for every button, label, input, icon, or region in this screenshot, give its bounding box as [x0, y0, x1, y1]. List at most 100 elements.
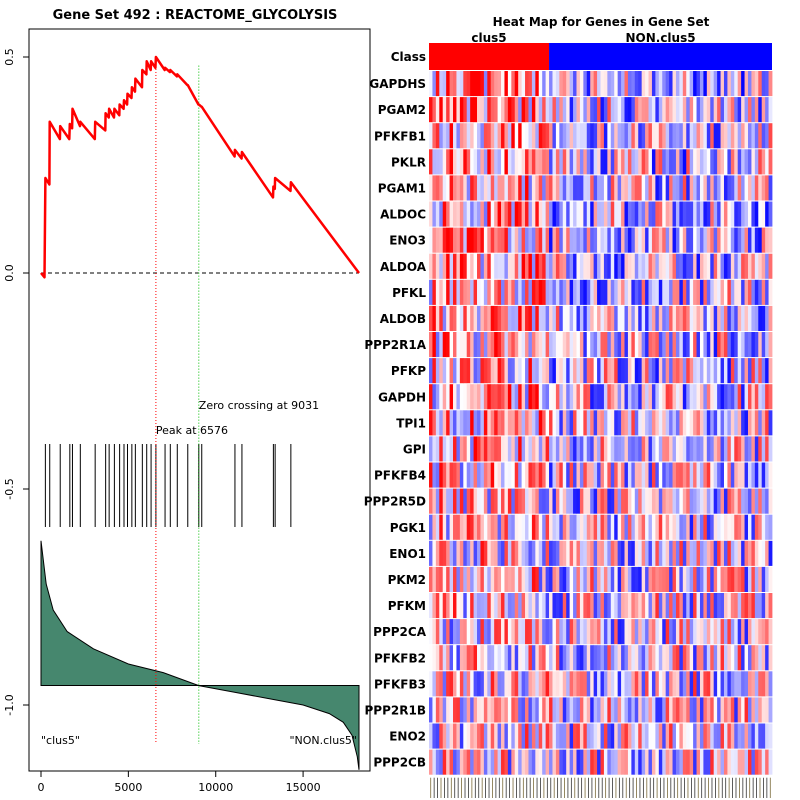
heatmap-cell	[442, 749, 447, 775]
heatmap-cell	[597, 593, 601, 619]
heatmap-cell	[497, 410, 502, 436]
heatmap-cell	[675, 279, 680, 305]
heatmap-cell	[538, 201, 543, 227]
heatmap-cell	[741, 305, 745, 331]
heatmap-cell	[545, 123, 550, 149]
heatmap-cell	[627, 593, 632, 619]
gene-label-ppp2r1b: PPP2R1B	[365, 704, 426, 718]
heatmap-cell	[761, 332, 766, 358]
heatmap-cell	[463, 97, 468, 123]
heatmap-cell	[576, 97, 581, 123]
heatmap-cell	[538, 332, 543, 358]
heatmap-cell	[562, 540, 567, 566]
heatmap-cell	[665, 593, 670, 619]
heatmap-cell	[429, 149, 433, 175]
heatmap-cell	[747, 410, 752, 436]
heatmap-cell	[487, 227, 492, 253]
heatmap-cell	[542, 488, 547, 514]
heatmap-cell	[597, 723, 601, 749]
heatmap-cell	[610, 514, 615, 540]
heatmap-cell	[734, 462, 739, 488]
heatmap-cell	[453, 671, 457, 697]
heatmap-cell	[734, 488, 739, 514]
heatmap-cell	[614, 488, 619, 514]
heatmap-cell	[483, 123, 488, 149]
ranked-metric-area	[40, 540, 360, 770]
heatmap-cell	[723, 71, 728, 97]
heatmap-cell	[617, 279, 622, 305]
heatmap-cell	[603, 488, 608, 514]
heatmap-cell	[566, 645, 571, 671]
heatmap-cell	[747, 593, 752, 619]
heatmap-cell	[573, 384, 577, 410]
heatmap-cell	[497, 358, 502, 384]
heatmap-cell	[638, 593, 643, 619]
heatmap-cell	[645, 697, 649, 723]
heatmap-cell	[693, 175, 697, 201]
heatmap-cell	[607, 697, 612, 723]
heatmap-cell	[614, 410, 619, 436]
heatmap-cell	[501, 645, 505, 671]
heatmap-cell	[761, 227, 766, 253]
heatmap-cell	[525, 645, 529, 671]
heatmap-cell	[645, 175, 649, 201]
heatmap-cell	[651, 201, 656, 227]
heatmap-cell	[477, 488, 481, 514]
heatmap-cell	[583, 358, 588, 384]
heatmap-cell	[751, 175, 756, 201]
ranked-metric-fill	[40, 540, 360, 770]
heatmap-cell	[634, 410, 639, 436]
heatmap-cell	[648, 253, 653, 279]
heatmap-cell	[723, 227, 728, 253]
heatmap-cell	[665, 619, 670, 645]
heatmap-cell	[765, 227, 769, 253]
heatmap-cell	[514, 488, 519, 514]
heatmap-cell	[559, 436, 564, 462]
heatmap-cell	[504, 201, 509, 227]
heatmap-cell	[483, 175, 488, 201]
heatmap-cell	[607, 201, 612, 227]
heatmap-cell	[679, 71, 684, 97]
heatmap-cell	[648, 697, 653, 723]
heatmap-cell	[583, 488, 588, 514]
heatmap-cell	[494, 71, 498, 97]
heatmap-cell	[466, 384, 471, 410]
heatmap-cell	[614, 384, 619, 410]
heatmap-cell	[435, 514, 440, 540]
heatmap-cell	[483, 227, 488, 253]
heatmap-cell	[631, 619, 636, 645]
heatmap-cell	[559, 305, 564, 331]
heatmap-cell	[511, 175, 516, 201]
heatmap-cell	[525, 279, 529, 305]
heatmap-cell	[429, 227, 433, 253]
heatmap-cell	[483, 514, 488, 540]
heatmap-cell	[706, 305, 711, 331]
heatmap-cell	[669, 749, 673, 775]
heatmap-cell	[432, 671, 437, 697]
heatmap-cell	[569, 645, 574, 671]
heatmap-cell	[600, 436, 605, 462]
heatmap-cell	[675, 462, 680, 488]
heatmap-cell	[768, 410, 773, 436]
heatmap-cell	[501, 201, 505, 227]
heatmap-cell	[699, 71, 704, 97]
peak-label: Peak at 6576	[156, 424, 228, 437]
heatmap-cell	[573, 566, 577, 592]
heatmap-cell	[655, 488, 660, 514]
heatmap-cell	[504, 384, 509, 410]
heatmap-cell	[552, 279, 557, 305]
heatmap-cell	[439, 593, 444, 619]
heatmap-cell	[463, 723, 468, 749]
heatmap-cell	[459, 488, 464, 514]
heatmap-cell	[723, 253, 728, 279]
heatmap-cell	[573, 305, 577, 331]
heatmap-cell	[693, 71, 697, 97]
heatmap-cell	[730, 384, 735, 410]
heatmap-cell	[597, 253, 601, 279]
heatmap-cell	[634, 384, 639, 410]
heatmap-cell	[645, 593, 649, 619]
heatmap-cell	[569, 123, 574, 149]
heatmap-cell	[429, 697, 433, 723]
heatmap-cell	[689, 514, 694, 540]
heatmap-cell	[603, 149, 608, 175]
